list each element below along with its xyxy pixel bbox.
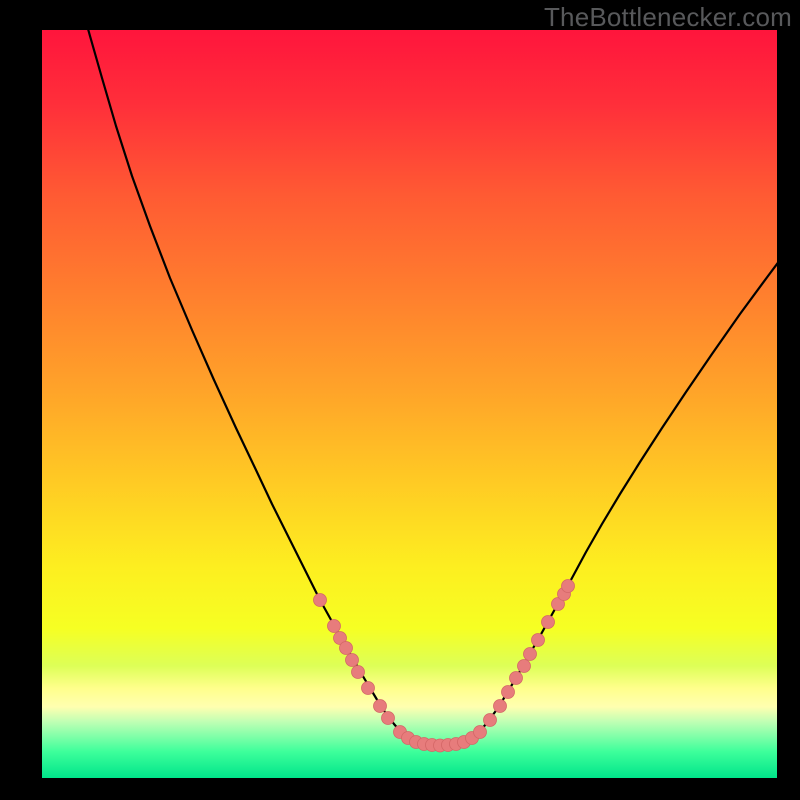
data-point <box>474 726 487 739</box>
data-point <box>542 616 555 629</box>
data-point <box>382 712 395 725</box>
data-point <box>562 580 575 593</box>
watermark-text: TheBottlenecker.com <box>544 2 792 33</box>
data-point <box>374 700 387 713</box>
curve-layer <box>42 30 777 778</box>
data-point <box>484 714 497 727</box>
data-point <box>346 654 359 667</box>
data-point <box>518 660 531 673</box>
dots-right <box>484 580 575 727</box>
dots-bottom <box>394 726 487 753</box>
data-point <box>362 682 375 695</box>
data-point <box>494 700 507 713</box>
data-point <box>510 672 523 685</box>
data-point <box>340 642 353 655</box>
data-point <box>314 594 327 607</box>
plot-area <box>42 30 777 778</box>
chart-stage: TheBottlenecker.com <box>0 0 800 800</box>
data-point <box>328 620 341 633</box>
data-point <box>532 634 545 647</box>
dots-left <box>314 594 395 725</box>
data-point <box>524 648 537 661</box>
bottleneck-curve <box>80 30 777 746</box>
data-point <box>352 666 365 679</box>
data-point <box>502 686 515 699</box>
